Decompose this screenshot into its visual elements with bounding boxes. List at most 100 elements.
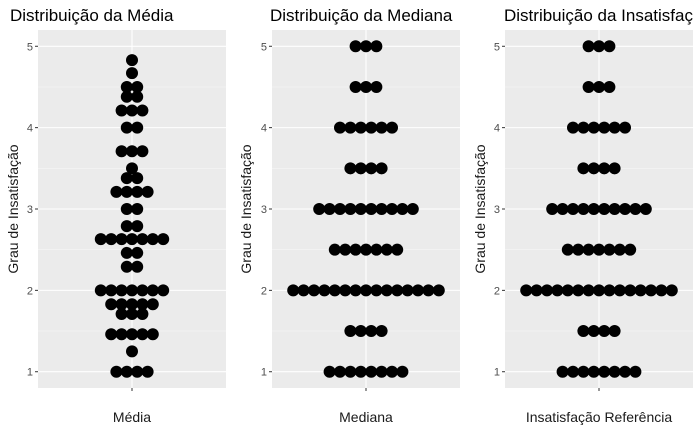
data-dot [126, 162, 138, 175]
data-dot [593, 40, 605, 53]
data-dot [126, 298, 138, 311]
data-dot [629, 365, 642, 378]
y-tick-label: 2 [27, 285, 33, 297]
data-dot [386, 365, 398, 378]
data-dot [120, 260, 133, 273]
data-dot [131, 260, 144, 273]
data-dot [582, 284, 595, 297]
data-dot [582, 80, 595, 93]
data-dot [120, 365, 133, 378]
data-dot [577, 325, 590, 338]
data-dot [572, 243, 585, 256]
data-dot [126, 307, 138, 320]
data-dot [354, 162, 367, 175]
y-tick-label: 4 [261, 123, 267, 135]
y-tick-label: 2 [494, 285, 500, 297]
y-tick-label: 3 [27, 204, 33, 216]
data-dot [126, 284, 138, 297]
data-dot [391, 284, 404, 297]
data-dot [375, 325, 388, 338]
data-dot [136, 328, 149, 341]
data-dot [344, 203, 357, 215]
data-dot [136, 145, 149, 158]
data-dot [567, 203, 579, 215]
data-dot [344, 121, 357, 134]
data-dot [608, 121, 621, 134]
data-dot [624, 243, 637, 256]
data-dot [556, 365, 569, 378]
data-dot [126, 104, 138, 117]
y-tick-label: 1 [494, 367, 500, 379]
data-dot [334, 203, 346, 215]
data-dot [120, 90, 133, 103]
data-dot [587, 365, 600, 378]
data-dot [94, 233, 107, 246]
data-dot [349, 80, 362, 93]
data-dot [126, 345, 138, 358]
data-dot [136, 284, 149, 297]
data-dot [577, 203, 590, 215]
data-dot [105, 298, 118, 311]
data-dot [115, 104, 128, 117]
data-dot [131, 185, 144, 198]
data-dot [360, 80, 372, 93]
data-dot [328, 243, 341, 256]
data-dot [131, 203, 144, 215]
data-dot [365, 203, 378, 215]
data-dot [520, 284, 533, 297]
data-dot [136, 298, 149, 311]
data-dot [598, 162, 611, 175]
data-dot [665, 284, 678, 297]
data-dot [365, 121, 378, 134]
data-dot [567, 365, 579, 378]
data-dot [334, 121, 346, 134]
data-dot [365, 365, 378, 378]
data-dot [115, 145, 128, 158]
data-dot [344, 325, 357, 338]
data-dot [354, 325, 367, 338]
data-dot [582, 243, 595, 256]
data-dot [297, 284, 310, 297]
data-dot [593, 284, 605, 297]
data-dot [126, 145, 138, 158]
data-dot [136, 233, 149, 246]
y-tick-label: 5 [494, 41, 500, 53]
data-dot [645, 284, 657, 297]
data-dot [655, 284, 668, 297]
data-dot [619, 203, 631, 215]
data-dot [613, 243, 626, 256]
data-dot [593, 80, 605, 93]
data-dot [344, 365, 357, 378]
data-dot [136, 307, 149, 320]
data-dot [120, 246, 133, 259]
y-axis-label: Grau de Insatisfação [238, 144, 254, 273]
chart-title: Distribuição da Média [10, 6, 174, 25]
data-dot [546, 203, 559, 215]
data-dot [603, 284, 616, 297]
data-dot [334, 365, 346, 378]
data-dot [587, 162, 600, 175]
data-dot [360, 40, 372, 53]
data-dot [375, 203, 388, 215]
data-dot [131, 246, 144, 259]
y-tick-label: 1 [261, 367, 267, 379]
data-dot [375, 162, 388, 175]
y-tick-label: 3 [494, 204, 500, 216]
x-axis-label: Média [113, 409, 151, 425]
data-dot [608, 365, 621, 378]
data-dot [126, 328, 138, 341]
data-dot [146, 233, 159, 246]
data-dot [131, 365, 144, 378]
data-dot [131, 90, 144, 103]
data-dot [120, 220, 133, 233]
data-dot [136, 104, 149, 117]
data-dot [608, 203, 621, 215]
y-tick-label: 1 [27, 367, 33, 379]
data-dot [146, 298, 159, 311]
data-dot [587, 325, 600, 338]
y-tick-label: 5 [261, 41, 267, 53]
y-tick-label: 4 [494, 123, 500, 135]
data-dot [349, 243, 362, 256]
data-dot [131, 80, 144, 93]
